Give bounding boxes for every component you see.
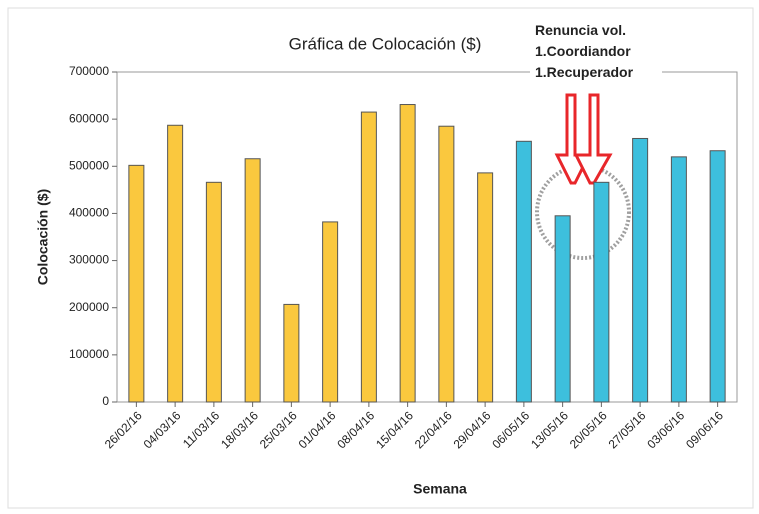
bar: [283, 303, 300, 403]
x-tick-label: 04/03/16: [141, 408, 184, 451]
x-tick-label: 15/04/16: [373, 408, 416, 451]
x-tick-label: 08/04/16: [334, 408, 377, 451]
x-tick-label: 22/04/16: [412, 408, 455, 451]
bar: [167, 124, 184, 403]
bar: [438, 125, 455, 403]
chart-title: Gráfica de Colocación ($): [289, 34, 482, 53]
bar: [709, 150, 726, 403]
bar: [205, 181, 222, 403]
x-tick-label: 13/05/16: [528, 408, 571, 451]
y-axis-label: Colocación ($): [35, 189, 51, 285]
x-axis-label: Semana: [413, 481, 467, 497]
bar: [477, 172, 494, 403]
x-tick-label: 26/02/16: [102, 408, 145, 451]
y-tick-label: 200000: [69, 300, 109, 314]
y-tick-label: 0: [102, 394, 109, 408]
x-tick-label: 25/03/16: [257, 408, 300, 451]
highlight-circle: [535, 164, 631, 260]
frame: [7, 7, 754, 509]
annotation: 1.Recuperador: [535, 64, 634, 80]
note-background: [530, 62, 662, 78]
annotation: Renuncia vol.: [535, 22, 626, 38]
bar: [593, 181, 610, 403]
x-tick-label: 29/04/16: [451, 408, 494, 451]
annotation: 1.Coordiandor: [535, 43, 631, 59]
bar: [399, 104, 416, 403]
bar: [632, 137, 649, 403]
x-tick-label: 20/05/16: [567, 408, 610, 451]
y-tick-label: 600000: [69, 111, 109, 125]
x-tick-label: 11/03/16: [180, 408, 223, 451]
x-tick-label: 18/03/16: [218, 408, 261, 451]
y-tick-label: 100000: [69, 347, 109, 361]
x-tick-label: 01/04/16: [296, 408, 339, 451]
bar: [322, 221, 339, 403]
y-tick-label: 700000: [69, 64, 109, 78]
bar: [554, 215, 571, 403]
y-tick-label: 300000: [69, 253, 109, 267]
x-tick-label: 03/06/16: [644, 408, 687, 451]
y-tick-label: 400000: [69, 206, 109, 220]
bar: [128, 164, 145, 403]
x-tick-label: 06/05/16: [489, 408, 532, 451]
bar: [515, 140, 532, 403]
x-tick-label: 27/05/16: [606, 408, 649, 451]
bar: [670, 156, 687, 403]
y-tick-label: 500000: [69, 158, 109, 172]
bar: [244, 158, 261, 403]
plot-area: [116, 71, 738, 403]
x-tick-label: 09/06/16: [683, 408, 726, 451]
bar: [360, 111, 377, 403]
